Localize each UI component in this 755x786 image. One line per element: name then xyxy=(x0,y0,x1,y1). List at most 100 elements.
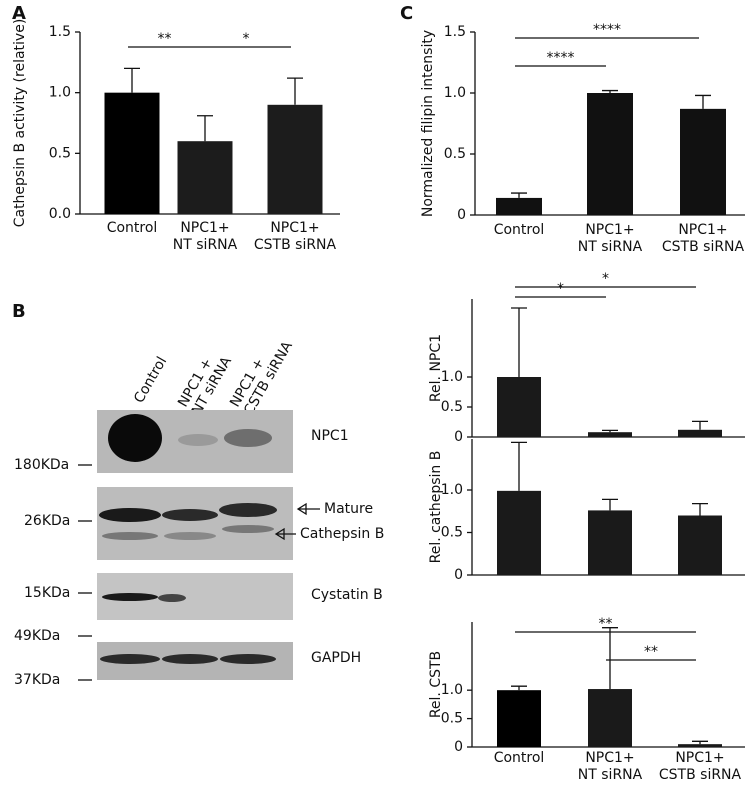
band xyxy=(224,429,272,447)
bar xyxy=(497,690,541,747)
band xyxy=(178,434,218,446)
band xyxy=(162,509,218,521)
panel-label: A xyxy=(12,3,26,24)
protein-label: GAPDH xyxy=(311,650,361,666)
x-tick-label-line: CSTB siRNA xyxy=(659,767,742,783)
error-bar xyxy=(602,627,618,690)
x-tick-label-line: Control xyxy=(107,220,158,236)
x-tick-label-line: NT siRNA xyxy=(578,239,643,255)
bar xyxy=(104,92,160,214)
bar xyxy=(496,197,542,215)
error-bar xyxy=(602,429,618,433)
significance-label: * xyxy=(243,31,250,47)
error-bar xyxy=(602,498,618,511)
x-tick-label: Control xyxy=(494,750,545,766)
error-bar xyxy=(692,420,708,430)
significance-label: ** xyxy=(644,644,658,660)
protein-label: Cystatin B xyxy=(311,587,383,603)
error-bar xyxy=(602,89,618,93)
significance-label: * xyxy=(602,271,609,287)
significance-label: **** xyxy=(593,22,621,38)
y-tick-label: 1.0 xyxy=(444,85,466,101)
band xyxy=(219,503,277,517)
blot-images xyxy=(97,410,293,680)
error-bar xyxy=(124,67,140,93)
marker-label: 37KDa xyxy=(14,672,60,688)
y-axis-label: Cathepsin B activity (relative) xyxy=(12,19,28,228)
markers: 180KDa 26KDa 15KDa 49KDa 37KDa xyxy=(14,457,92,688)
x-tick-label-line: Control xyxy=(494,222,545,238)
x-tick-label-line: NPC1+ xyxy=(180,220,229,236)
y-tick-label: 0.5 xyxy=(444,146,466,162)
error-bar xyxy=(511,685,527,691)
arrow xyxy=(296,502,320,516)
x-tick-label: NPC1+ CSTB siRNA xyxy=(659,750,742,783)
bar xyxy=(678,744,722,747)
bar xyxy=(267,104,323,214)
marker-label: 180KDa xyxy=(14,457,69,473)
y-tick-label: 0 xyxy=(454,429,463,445)
blot-strip xyxy=(97,487,293,560)
x-tick-label-line: NPC1+ xyxy=(678,222,727,238)
lane-label: Control xyxy=(131,354,170,406)
band xyxy=(108,414,162,462)
band xyxy=(102,593,158,601)
lane-labels: Control NPC1 +NT siRNA NPC1 +CSTB siRNA xyxy=(131,330,296,418)
y-axis-label: Rel. NPC1 xyxy=(428,334,444,402)
bar xyxy=(588,432,632,437)
bar xyxy=(497,377,541,437)
y-axis-label: Rel. cathepsin B xyxy=(428,451,444,564)
lane-label: NPC1 +CSTB siRNA xyxy=(227,330,296,418)
band xyxy=(102,532,158,540)
arrow-label: Cathepsin B xyxy=(300,526,384,542)
error-bar xyxy=(511,192,527,198)
x-tick-label: NPC1+ CSTB siRNA xyxy=(254,220,337,253)
significance-label: ** xyxy=(158,31,172,47)
significance-label: ** xyxy=(599,616,613,632)
x-tick-label: NPC1+ NT siRNA xyxy=(578,750,643,783)
y-tick-label: 1.0 xyxy=(441,682,463,698)
y-tick-label: 0.5 xyxy=(49,145,71,161)
protein-label: NPC1 xyxy=(311,428,349,444)
error-bar xyxy=(692,502,708,516)
y-tick-label: 0 xyxy=(454,567,463,583)
marker-label: 49KDa xyxy=(14,628,60,644)
y-tick-label: 1.0 xyxy=(49,85,71,101)
y-tick-label: 0 xyxy=(454,739,463,755)
significance-label: * xyxy=(557,281,564,297)
bar xyxy=(177,141,233,214)
band xyxy=(222,525,274,533)
bar xyxy=(680,108,726,215)
x-tick-label-line: NT siRNA xyxy=(173,237,238,253)
x-tick-label: Control xyxy=(494,222,545,238)
x-tick-label-line: Control xyxy=(494,750,545,766)
y-tick-label: 1.5 xyxy=(49,24,71,40)
x-tick-label-line: NPC1+ xyxy=(585,222,634,238)
arrow-label: Mature xyxy=(324,501,373,517)
panel-label: B xyxy=(12,301,26,322)
bar xyxy=(678,429,722,437)
y-axis-label: Normalized filipin intensity xyxy=(420,30,436,217)
band xyxy=(99,508,161,522)
bar xyxy=(587,93,633,215)
panel-label: C xyxy=(400,3,413,24)
significance-label: **** xyxy=(547,50,575,66)
x-tick-label-line: NPC1+ xyxy=(585,750,634,766)
y-tick-label: 0.5 xyxy=(441,711,463,727)
arrow xyxy=(274,527,296,541)
band xyxy=(220,654,276,664)
y-tick-label: 0.5 xyxy=(441,399,463,415)
bar xyxy=(588,689,632,747)
band xyxy=(164,532,216,540)
y-tick-label: 1.5 xyxy=(444,24,466,40)
bar xyxy=(497,490,541,575)
y-tick-label: 0 xyxy=(457,207,466,223)
error-bar xyxy=(197,115,213,142)
x-tick-label-line: CSTB siRNA xyxy=(662,239,745,255)
x-tick-label-line: CSTB siRNA xyxy=(254,237,337,253)
error-bar xyxy=(287,77,303,105)
y-tick-label: 0.0 xyxy=(49,206,71,222)
x-tick-label: Control xyxy=(107,220,158,236)
x-tick-label-line: NPC1+ xyxy=(270,220,319,236)
lane-label: NPC1 +NT siRNA xyxy=(175,346,235,418)
